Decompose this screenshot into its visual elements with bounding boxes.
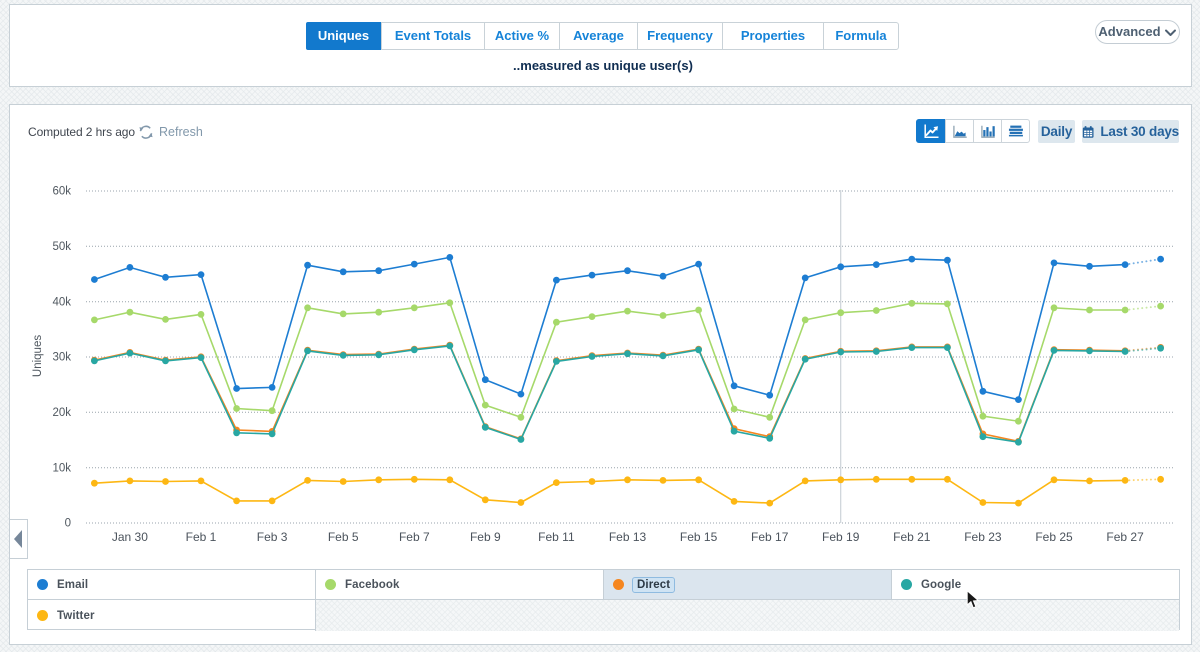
svg-text:Feb 7: Feb 7 — [399, 530, 430, 544]
svg-text:50k: 50k — [52, 241, 71, 253]
svg-text:Feb 21: Feb 21 — [893, 530, 931, 544]
svg-text:60k: 60k — [52, 186, 71, 198]
svg-text:Feb 1: Feb 1 — [186, 530, 217, 544]
svg-text:Feb 15: Feb 15 — [680, 530, 718, 544]
svg-text:Feb 17: Feb 17 — [751, 530, 789, 544]
svg-text:Feb 9: Feb 9 — [470, 530, 501, 544]
svg-text:Uniques: Uniques — [32, 335, 44, 377]
svg-text:0: 0 — [65, 518, 71, 530]
svg-text:Feb 5: Feb 5 — [328, 530, 359, 544]
svg-text:Feb 3: Feb 3 — [257, 530, 288, 544]
svg-text:Feb 27: Feb 27 — [1106, 530, 1144, 544]
svg-text:30k: 30k — [52, 352, 71, 364]
svg-text:Feb 23: Feb 23 — [964, 530, 1002, 544]
svg-text:Jan 30: Jan 30 — [112, 530, 148, 544]
svg-text:Feb 25: Feb 25 — [1035, 530, 1073, 544]
svg-text:20k: 20k — [52, 407, 71, 419]
svg-text:10k: 10k — [52, 462, 71, 474]
svg-text:40k: 40k — [52, 296, 71, 308]
svg-text:Feb 11: Feb 11 — [538, 530, 575, 544]
svg-text:Feb 19: Feb 19 — [822, 530, 860, 544]
svg-text:Feb 13: Feb 13 — [609, 530, 647, 544]
